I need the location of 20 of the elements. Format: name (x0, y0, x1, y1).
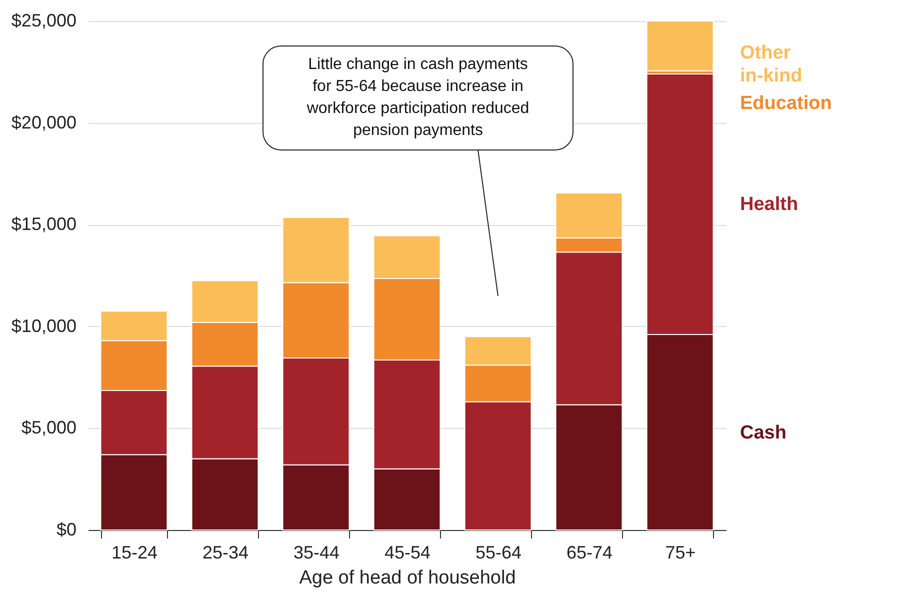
x-tick-label: 35-44 (293, 542, 340, 562)
x-tick-label: 45-54 (384, 542, 431, 562)
y-tick-label: $10,000 (11, 316, 76, 336)
x-tick-label: 65-74 (566, 542, 613, 562)
series-label: Cash (740, 422, 786, 444)
y-tick-label: $20,000 (11, 112, 76, 132)
y-tick-label: $5,000 (21, 418, 76, 438)
series-label: Education (740, 92, 832, 114)
x-tick-label: 75+ (665, 542, 696, 562)
series-label: Health (740, 194, 798, 216)
annotation: Little change in cash payments for 55-64 because increase in workforce participation reduced pension payments (306, 56, 530, 139)
series-label: Other in-kind (740, 42, 802, 87)
y-tick-label: $0 (56, 520, 76, 540)
x-tick-label: 25-34 (202, 542, 248, 562)
x-axis-title: Age of head of household (299, 568, 516, 588)
x-tick-label: 55-64 (475, 542, 522, 562)
y-tick-label: $25,000 (11, 10, 76, 30)
y-tick-label: $15,000 (11, 214, 76, 234)
x-tick-label: 15-24 (111, 542, 158, 562)
bar (646, 20, 714, 72)
